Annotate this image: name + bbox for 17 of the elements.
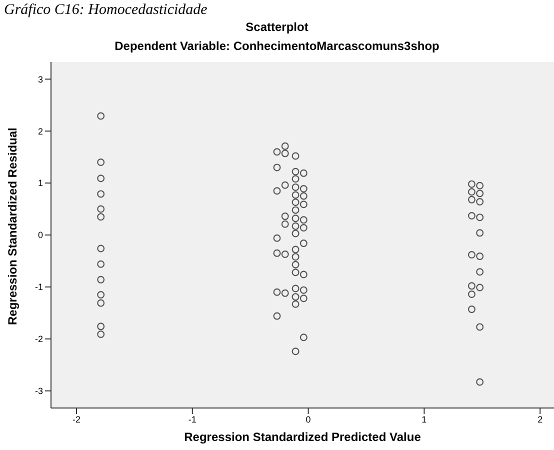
x-tick-label: -2	[72, 414, 81, 424]
text: Gráfico C16: Homocedasticidade	[4, 2, 208, 19]
y-tick-label: 1	[38, 178, 43, 188]
y-tick-label: 2	[38, 126, 43, 136]
x-tick-label: 1	[422, 414, 427, 424]
x-tick-label: 0	[306, 414, 311, 424]
x-axis-title: Regression Standardized Predicted Value	[184, 430, 422, 444]
y-axis-title: Regression Standardized Residual	[5, 128, 20, 325]
x-tick-label: 2	[538, 414, 543, 424]
y-tick-label: 3	[38, 74, 43, 84]
chart-title: Scatterplot	[244, 20, 310, 34]
y-tick-label: -3	[34, 386, 43, 396]
y-tick-label: -1	[34, 282, 43, 292]
chart-subtitle: Dependent Variable: ConhecimentoMarcascomuns3shop	[114, 39, 440, 53]
y-tick-label: -2	[34, 334, 43, 344]
x-tick-label: -1	[188, 414, 196, 424]
y-tick-label: 0	[38, 230, 43, 240]
